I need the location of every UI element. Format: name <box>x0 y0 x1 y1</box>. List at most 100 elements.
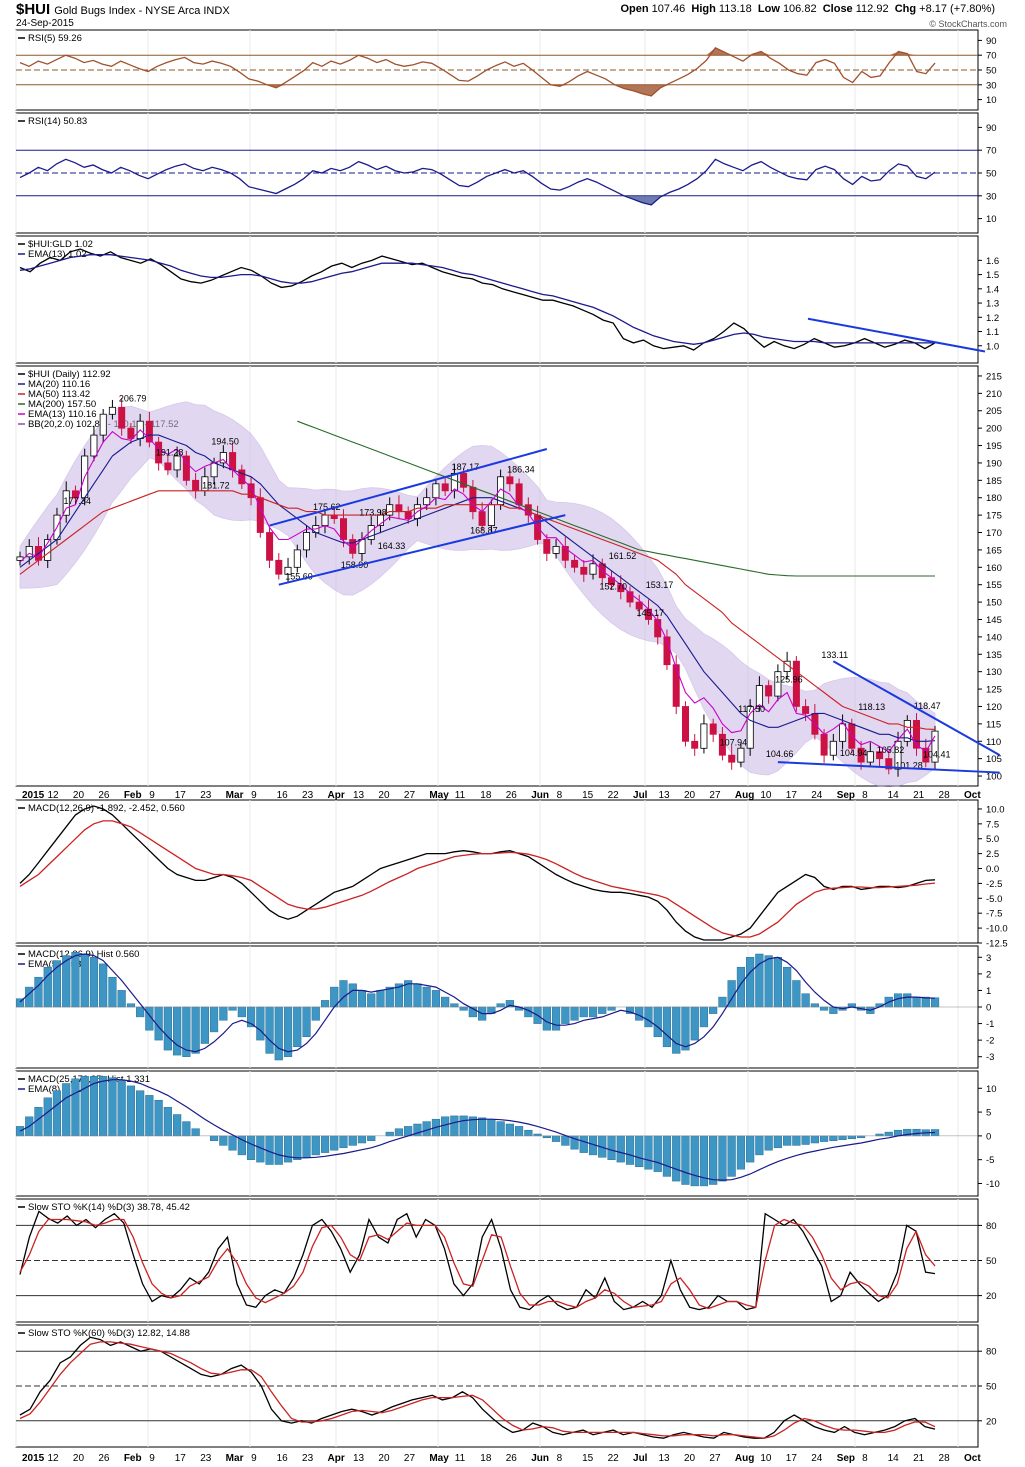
histogram-bar <box>367 993 376 1008</box>
candle-body <box>737 747 745 763</box>
y-tick-label: 185 <box>986 476 1002 487</box>
histogram-bar <box>607 1135 616 1160</box>
trendline <box>807 317 986 353</box>
candle-body <box>922 747 930 763</box>
x-tick-label-bottom: Apr <box>328 1453 345 1464</box>
histogram-bar <box>718 996 727 1008</box>
x-tick-label-bottom: 2015 <box>22 1453 45 1464</box>
candle-body <box>561 546 569 561</box>
candle-body <box>876 751 884 760</box>
histogram-bar <box>385 986 394 1008</box>
y-tick-label: 105 <box>986 754 1002 765</box>
y-tick-label: 195 <box>986 441 1002 452</box>
x-tick-label-bottom: 26 <box>98 1453 110 1464</box>
histogram-bar <box>635 1135 644 1168</box>
histogram-bar <box>746 1135 755 1163</box>
candle-body <box>755 685 763 707</box>
histogram-bar <box>209 1135 219 1141</box>
y-tick-label: 155 <box>986 580 1002 591</box>
candle-body <box>321 514 329 526</box>
legend-entry: MACD(12,26,9) -1.892, -2.452, 0.560 <box>28 803 185 814</box>
candle-body <box>99 413 107 436</box>
histogram-bar <box>357 1135 367 1144</box>
histogram-bar <box>773 1135 782 1149</box>
legend-entry: Slow STO %K(14) %D(3) 38.78, 45.42 <box>28 1202 190 1213</box>
y-tick-label: 100 <box>986 772 1002 783</box>
histogram-bar <box>99 963 108 1008</box>
histogram-bar <box>783 966 792 1008</box>
histogram-bar <box>117 1080 126 1137</box>
histogram-bar <box>930 997 940 1008</box>
y-tick-label: -10 <box>986 1179 1000 1190</box>
legend-entry: $HUI (Daily) 112.92 <box>28 369 111 380</box>
histogram-bar <box>746 957 755 1008</box>
histogram-bar <box>893 993 903 1008</box>
x-tick-label: 20 <box>378 790 390 801</box>
y-tick-label: 80 <box>986 1221 997 1232</box>
y-tick-label: -5.0 <box>986 894 1002 905</box>
panel-8: 20 50 80 Slow STO %K(60) %D(3) 12.82, 14.88 <box>15 1324 997 1448</box>
histogram-bar <box>459 1006 468 1011</box>
candle-body <box>173 455 181 471</box>
candle-body <box>866 751 874 763</box>
x-tick-label-bottom: 17 <box>786 1453 798 1464</box>
y-tick-label: -1 <box>986 1019 994 1030</box>
histogram-bar <box>71 1078 80 1137</box>
y-tick-label: 20 <box>986 1291 997 1302</box>
histogram-bar <box>136 1006 145 1018</box>
y-tick-label: 7.5 <box>986 819 999 830</box>
x-tick-label: 27 <box>404 790 416 801</box>
x-tick-label-bottom: 12 <box>47 1453 59 1464</box>
histogram-bar <box>80 1076 89 1137</box>
x-tick-label: 17 <box>175 790 187 801</box>
histogram-bar <box>302 1135 311 1158</box>
histogram-bar <box>524 1129 533 1137</box>
candle-body <box>728 754 736 763</box>
panel-4: 10.0 7.5 5.0 2.5 0.0 -2.5 -5.0 -7.5 -10.0 -12.5 MA… <box>15 799 1008 949</box>
histogram-bar <box>274 1135 283 1165</box>
x-tick-label-bottom: Oct <box>964 1453 981 1464</box>
x-tick-label: 11 <box>455 790 466 801</box>
x-tick-label: 17 <box>786 790 798 801</box>
histogram-bar <box>819 1006 829 1011</box>
legend-entry: MA(20) 110.16 <box>28 379 90 390</box>
histogram-bar <box>792 1135 801 1146</box>
price-annotation: 168.87 <box>470 525 498 535</box>
ticker-symbol: $HUI Gold Bugs Index - NYSE Arca INDX <box>16 1 230 18</box>
x-tick-label-bottom: 13 <box>658 1453 670 1464</box>
series-line <box>19 1210 936 1311</box>
histogram-bar <box>542 1006 551 1031</box>
x-tick-label: Mar <box>226 790 244 801</box>
histogram-bar <box>163 1006 172 1051</box>
histogram-bar <box>690 1006 699 1041</box>
histogram-bar <box>459 1115 468 1137</box>
histogram-bar <box>783 1135 792 1146</box>
histogram-bar <box>709 1135 718 1185</box>
histogram-bar <box>616 1135 625 1163</box>
x-tick-label: Aug <box>735 790 754 801</box>
histogram-bar <box>727 1135 736 1177</box>
y-tick-label: -3 <box>986 1052 994 1063</box>
price-annotation: 177.34 <box>63 496 91 506</box>
x-tick-label-bottom: Jul <box>633 1453 648 1464</box>
histogram-bar <box>339 980 348 1008</box>
candle-body <box>515 483 523 506</box>
y-tick-label: 50 <box>986 169 997 180</box>
y-tick-label: -10.0 <box>986 924 1008 935</box>
panel-frame <box>15 799 979 944</box>
price-annotation: 118.13 <box>858 702 885 712</box>
x-tick-label-bottom: 27 <box>404 1453 416 1464</box>
y-tick-label: 30 <box>986 191 997 202</box>
x-tick-label-bottom: 20 <box>73 1453 85 1464</box>
x-tick-label: 27 <box>709 790 721 801</box>
price-annotation: 104.94 <box>840 748 868 758</box>
y-tick-label: 140 <box>986 632 1002 643</box>
histogram-bar <box>330 1135 339 1151</box>
series-line <box>19 820 936 938</box>
histogram-bar <box>672 1135 681 1182</box>
histogram-bar <box>487 1118 496 1137</box>
trendline <box>832 660 1001 757</box>
price-annotation: 173.98 <box>359 508 387 518</box>
histogram-bar <box>450 1003 459 1008</box>
legend-entry: RSI(14) 50.83 <box>28 116 87 127</box>
